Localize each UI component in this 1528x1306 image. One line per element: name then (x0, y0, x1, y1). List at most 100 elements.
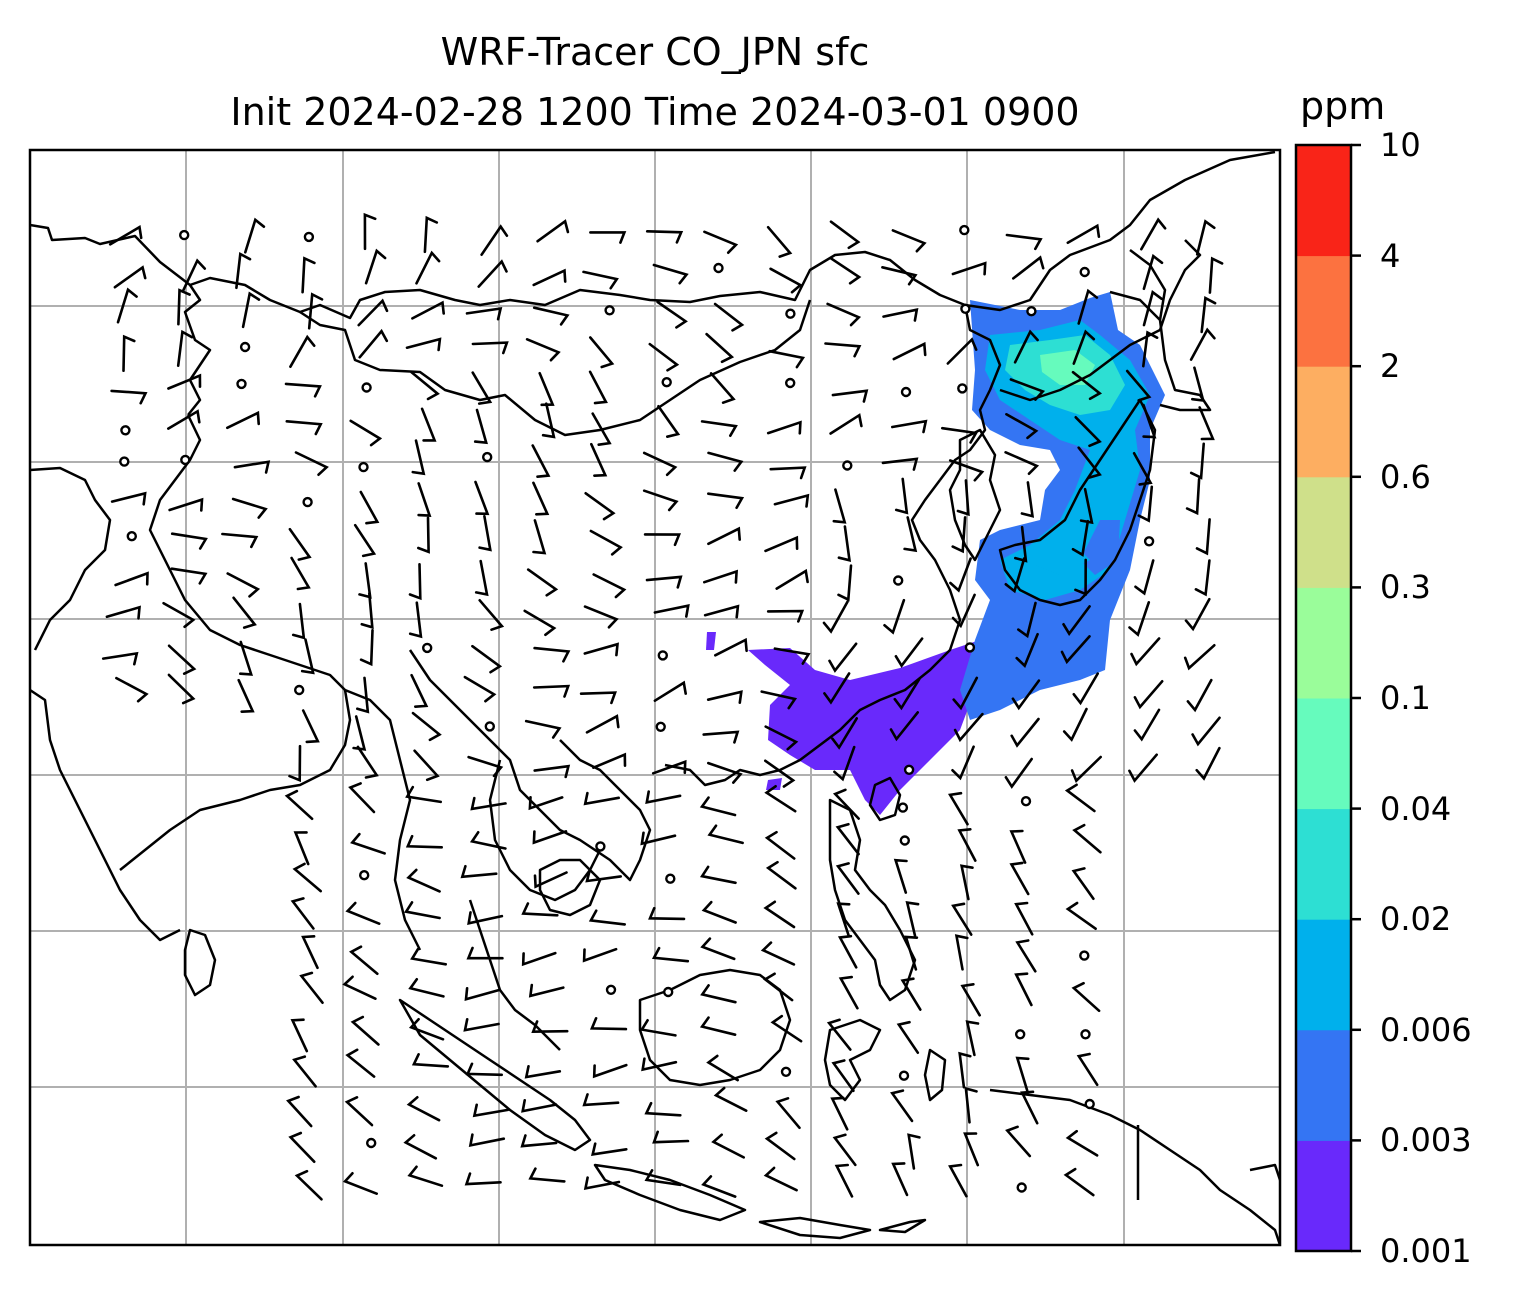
wind-barb (893, 677, 921, 711)
wind-barb (1012, 255, 1045, 280)
wind-barb (471, 341, 509, 355)
wind-barb (474, 480, 490, 516)
wind-barb (648, 342, 680, 372)
wind-barb (532, 830, 568, 845)
wind-barb (651, 759, 687, 775)
calm-wind-marker (713, 262, 724, 274)
wind-barb (701, 1175, 737, 1198)
wind-barb (588, 909, 626, 926)
wind-barb (115, 676, 149, 703)
calm-wind-marker (899, 835, 910, 846)
wind-barb (532, 519, 547, 555)
map-title: WRF-Tracer CO_JPN sfc (440, 30, 870, 74)
wind-barb (768, 349, 806, 369)
wind-barb (702, 730, 740, 744)
wind-barb (891, 1162, 909, 1197)
wind-barb (714, 637, 748, 657)
wind-barb (948, 459, 985, 482)
wind-barb (167, 373, 202, 390)
wind-barb (834, 1163, 854, 1198)
wind-barb (531, 444, 551, 478)
wind-barb (1014, 901, 1034, 936)
wind-barb (964, 1086, 978, 1124)
plume-speck (706, 632, 716, 650)
wind-barb (643, 533, 682, 547)
wind-barb (406, 1096, 441, 1122)
wind-barb (239, 640, 254, 676)
wind-barb (521, 1099, 558, 1113)
calm-wind-marker (358, 461, 369, 473)
wind-barb (1189, 442, 1205, 480)
colorbar-tick-label: 0.04 (1380, 789, 1452, 828)
wind-barb (701, 900, 737, 924)
wind-barb (469, 831, 507, 850)
wind-barb (762, 972, 794, 1002)
wind-barb (289, 334, 316, 368)
wind-barb (349, 419, 383, 447)
calm-wind-marker (663, 986, 674, 998)
colorbar-segment (1296, 145, 1351, 257)
wind-barb (641, 1057, 678, 1072)
co-tracer-plume (706, 292, 1165, 815)
wind-barb (770, 1014, 803, 1043)
wind-barb (408, 978, 445, 998)
wind-barb (532, 268, 567, 287)
colorbar-tick-label: 0.001 (1380, 1232, 1472, 1270)
wind-barb (350, 832, 386, 855)
calm-wind-marker (119, 456, 130, 467)
wind-barb (363, 212, 377, 251)
wind-barb (826, 302, 862, 327)
wind-barb (639, 1019, 677, 1037)
wind-barb (353, 523, 377, 558)
wind-barb (831, 1059, 855, 1093)
wind-barb (896, 1020, 920, 1054)
wind-barb (342, 1172, 378, 1195)
wind-barb (167, 644, 197, 675)
wind-barb (528, 1167, 566, 1183)
wind-barb (290, 556, 311, 591)
wind-barb (904, 935, 919, 971)
wind-barb (113, 265, 147, 289)
wind-barb (583, 642, 619, 657)
wind-barb (345, 1048, 376, 1078)
wind-barb (829, 220, 861, 250)
wind-barb (773, 647, 811, 665)
calm-wind-marker (1080, 1029, 1091, 1040)
calm-wind-marker (1015, 1029, 1026, 1040)
wind-barb (829, 413, 863, 435)
wind-barb (592, 1063, 628, 1079)
wind-barb (832, 488, 847, 524)
wind-barb (963, 1132, 980, 1167)
calm-wind-marker (1079, 950, 1090, 961)
wind-barb (835, 822, 860, 856)
wind-barb (167, 409, 201, 430)
wind-barb (244, 217, 266, 254)
calm-wind-marker (236, 378, 247, 390)
wind-barb (763, 900, 796, 929)
wind-barb (703, 230, 739, 254)
wind-barb (709, 372, 736, 404)
wind-barb (233, 460, 271, 474)
wind-barb (116, 287, 138, 324)
wind-barb (359, 628, 374, 667)
calm-wind-marker (665, 873, 676, 884)
colorbar-tick-label: 2 (1380, 347, 1401, 386)
calm-wind-marker (1079, 266, 1090, 278)
wind-barb (364, 248, 387, 285)
wind-barb (590, 1142, 628, 1156)
wind-barb (525, 338, 561, 362)
wind-barb (1010, 717, 1040, 748)
wind-barb (894, 637, 924, 669)
wind-barb (764, 785, 797, 813)
wind-barb (478, 515, 492, 552)
wind-barb (1076, 1052, 1099, 1087)
plume-level-0.006-tail (1035, 540, 1090, 575)
wind-barb (1072, 672, 1099, 706)
wind-barb (1074, 558, 1087, 596)
wind-barb (465, 1062, 503, 1077)
wind-barb (766, 225, 793, 258)
wind-barb (105, 605, 141, 620)
calm-wind-marker (1143, 536, 1155, 547)
colorbar-tick-label: 0.6 (1380, 457, 1431, 496)
